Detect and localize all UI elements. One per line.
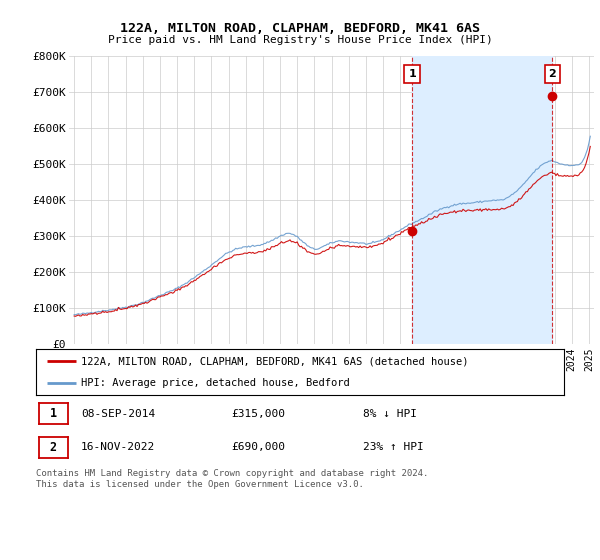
Text: 122A, MILTON ROAD, CLAPHAM, BEDFORD, MK41 6AS (detached house): 122A, MILTON ROAD, CLAPHAM, BEDFORD, MK4… [81, 357, 469, 367]
Text: Price paid vs. HM Land Registry's House Price Index (HPI): Price paid vs. HM Land Registry's House … [107, 35, 493, 45]
Text: 2: 2 [548, 69, 556, 79]
Text: 8% ↓ HPI: 8% ↓ HPI [364, 409, 418, 419]
Text: £315,000: £315,000 [232, 409, 286, 419]
Text: 16-NOV-2022: 16-NOV-2022 [81, 442, 155, 452]
Text: 1: 1 [408, 69, 416, 79]
Text: HPI: Average price, detached house, Bedford: HPI: Average price, detached house, Bedf… [81, 379, 350, 388]
Text: £690,000: £690,000 [232, 442, 286, 452]
Text: 122A, MILTON ROAD, CLAPHAM, BEDFORD, MK41 6AS: 122A, MILTON ROAD, CLAPHAM, BEDFORD, MK4… [120, 22, 480, 35]
Text: 23% ↑ HPI: 23% ↑ HPI [364, 442, 424, 452]
Text: 1: 1 [50, 407, 57, 421]
Text: 2: 2 [50, 441, 57, 454]
Text: 08-SEP-2014: 08-SEP-2014 [81, 409, 155, 419]
Bar [412, 56, 553, 344]
Text: Contains HM Land Registry data © Crown copyright and database right 2024.
This d: Contains HM Land Registry data © Crown c… [36, 469, 428, 489]
